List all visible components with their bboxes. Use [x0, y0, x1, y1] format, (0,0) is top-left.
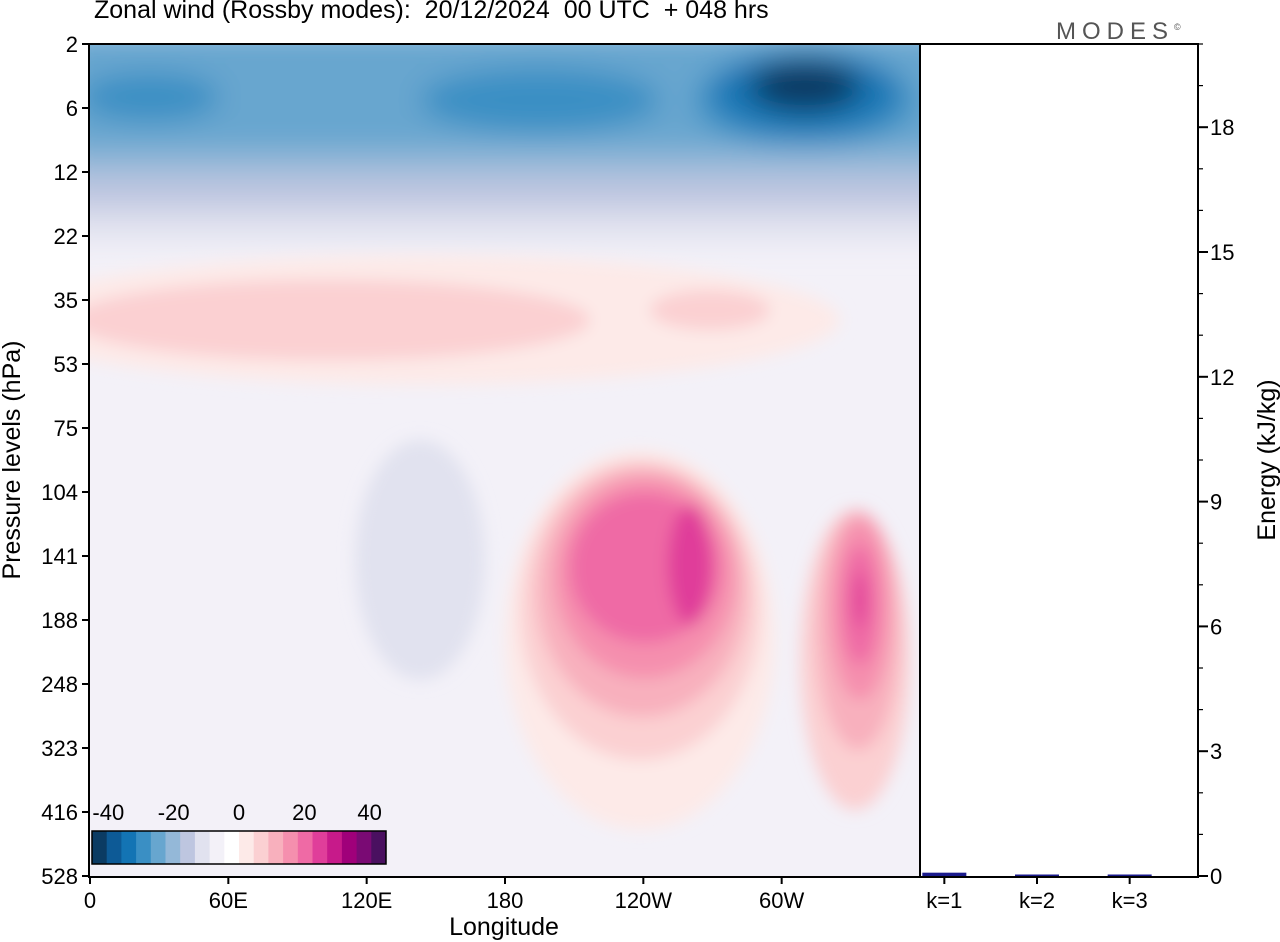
colorbar-swatch [327, 831, 343, 864]
colorbar-swatch [121, 831, 137, 864]
colorbar-swatch [253, 831, 269, 864]
energy-tick-label: 15 [1210, 240, 1234, 265]
pressure-tick-label: 2 [66, 32, 78, 57]
pressure-tick-label: 22 [54, 224, 78, 249]
colorbar-label: 0 [233, 800, 245, 825]
longitude-axis: 0 60E 120E 180 120W 60W [84, 876, 805, 913]
logo-text: MODES [1056, 18, 1175, 45]
colorbar-swatch [224, 831, 240, 864]
colorbar-swatch [371, 831, 387, 864]
colorbar-swatch [194, 831, 211, 864]
colorbar-swatch [92, 831, 108, 864]
pressure-tick-label: 416 [41, 800, 78, 825]
longitude-tick-label: 60W [759, 888, 804, 913]
chart-title: Zonal wind (Rossby modes): 20/12/2024 00… [94, 0, 769, 24]
colorbar-swatch [356, 831, 372, 864]
colorbar-swatch [268, 831, 284, 864]
pressure-tick-label: 6 [66, 96, 78, 121]
westerly-belt-upper-3 [650, 290, 770, 330]
longitude-tick-label: 180 [487, 888, 524, 913]
colorbar-swatch [150, 831, 166, 864]
bar-panel-frame [919, 43, 1199, 878]
energy-axis-label: Energy (kJ/kg) [1253, 379, 1280, 540]
energy-tick-label: 12 [1210, 365, 1234, 390]
easterly-blob-lower [355, 440, 485, 680]
colorbar-label: -40 [92, 800, 124, 825]
jet-east-5 [854, 572, 866, 628]
x-axis-label: Longitude [449, 913, 559, 941]
easterly-core-east-3 [750, 60, 860, 112]
energy-bar [922, 872, 967, 876]
colorbar-swatch [312, 831, 328, 864]
colorbar-label: 40 [357, 800, 381, 825]
pressure-axis: 2 6 12 22 35 53 75 104 141 188 248 323 416 528 [41, 32, 90, 889]
westerly-belt-upper-2 [90, 280, 590, 360]
colorbar-swatch [283, 831, 299, 864]
easterly-core-west [90, 73, 220, 121]
colorbar-swatch [136, 831, 152, 864]
energy-bars [922, 872, 1152, 876]
colorbar-swatch [341, 831, 358, 864]
wavenumber-labels: k=1 k=2 k=3 [926, 876, 1148, 913]
pressure-tick-label: 323 [41, 736, 78, 761]
colorbar-label: -20 [158, 800, 190, 825]
energy-tick-label: 3 [1210, 739, 1222, 764]
pressure-tick-label: 248 [41, 672, 78, 697]
colorbar-labels: -40 -20 0 20 40 [92, 800, 381, 825]
pressure-tick-label: 35 [54, 288, 78, 313]
contour-field [90, 44, 920, 876]
colorbar-swatch [297, 831, 313, 864]
pressure-tick-label: 12 [54, 160, 78, 185]
wavenumber-label: k=2 [1019, 888, 1055, 913]
pressure-tick-label: 141 [41, 544, 78, 569]
energy-bar [1015, 874, 1059, 876]
colorbar [91, 830, 387, 865]
energy-bar [1107, 874, 1152, 876]
energy-axis: 0 3 6 9 12 15 18 [1198, 43, 1234, 889]
longitude-tick-label: 120E [341, 888, 392, 913]
wavenumber-label: k=1 [926, 888, 962, 913]
modes-logo: MODES© [1056, 18, 1181, 45]
longitude-tick-label: 60E [209, 888, 248, 913]
jet-west-6 [668, 505, 712, 625]
energy-tick-label: 0 [1210, 864, 1222, 889]
longitude-tick-label: 120W [615, 888, 673, 913]
colorbar-swatch [239, 831, 255, 864]
energy-tick-label: 18 [1210, 115, 1234, 140]
pressure-tick-label: 53 [54, 352, 78, 377]
easterly-core-mid [420, 68, 660, 132]
y-axis-label: Pressure levels (hPa) [0, 341, 26, 580]
colorbar-swatch [165, 831, 181, 864]
pressure-tick-label: 75 [54, 416, 78, 441]
energy-tick-label: 6 [1210, 614, 1222, 639]
pressure-tick-label: 104 [41, 480, 78, 505]
colorbar-swatch [106, 831, 122, 864]
energy-tick-label: 9 [1210, 490, 1222, 515]
pressure-tick-label: 188 [41, 608, 78, 633]
colorbar-swatch [209, 831, 225, 864]
colorbar-swatch [180, 831, 196, 864]
pressure-tick-label: 528 [41, 864, 78, 889]
colorbar-label: 20 [292, 800, 316, 825]
longitude-tick-label: 0 [84, 888, 96, 913]
wavenumber-label: k=3 [1112, 888, 1148, 913]
colorbar-frame [91, 830, 387, 865]
